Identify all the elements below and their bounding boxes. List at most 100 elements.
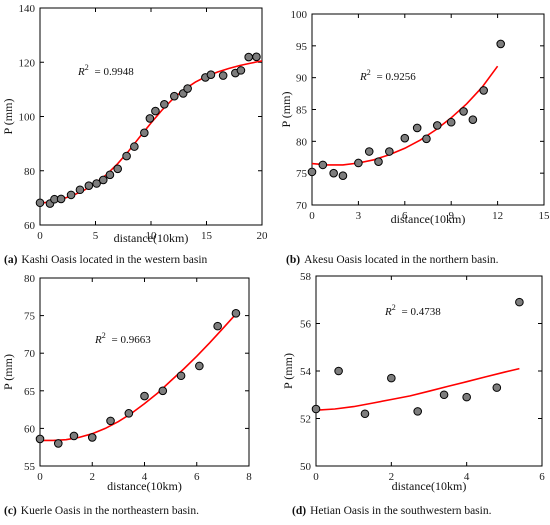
annotation-value: = 0.4738 [399,306,441,318]
data-point [66,190,76,200]
annotation-prefix: R [359,71,367,83]
y-tick-label: 140 [19,3,36,15]
data-point [459,107,468,116]
r-squared-annotation: R2 = 0.4738 [384,303,441,318]
chart-panel-2: 0 3 6 9 12 15 70 75 80 85 90 95 100 distance(10km) P (… [279,9,550,266]
data-point [195,361,204,371]
data-point [75,185,85,195]
annotation-value: = 0.9256 [374,71,416,83]
data-point [98,175,108,185]
annotation-prefix: R [384,306,392,318]
annotation-value: = 0.9663 [109,334,151,346]
data-point [84,181,94,190]
data-point [515,297,524,307]
data-point [124,409,134,418]
data-point [145,114,155,123]
panel-caption-label: (b) [286,254,300,266]
x-tick-label: 2 [90,471,96,483]
data-point [354,158,363,168]
y-tick-label: 70 [24,348,36,360]
r-squared-annotation: R2 = 0.9948 [77,63,134,78]
panel-caption-text: Akesu Oasis located in the northern basi… [304,254,499,266]
panel-caption-label: (a) [4,254,18,266]
data-point [140,128,149,138]
annotation-prefix: R [94,334,102,346]
fit-curve [39,60,263,205]
x-tick-label: 6 [402,210,408,222]
y-tick-label: 80 [296,136,308,148]
data-point [307,167,317,177]
x-tick-label: 4 [464,471,470,483]
r-squared-annotation: R2 = 0.9256 [359,68,416,83]
x-tick-label: 0 [37,471,43,483]
y-tick-label: 80 [24,273,36,285]
y-tick-label: 50 [300,461,312,473]
annotation-exponent: 2 [102,331,106,340]
fit-curve [311,65,499,166]
data-point [35,198,45,208]
x-tick-label: 0 [37,230,43,242]
data-point [318,160,328,170]
y-tick-label: 54 [300,366,312,378]
data-point [432,121,442,130]
data-point [106,416,115,426]
panel-caption: (b) Akesu Oasis located in the northern b… [286,254,499,266]
data-point [468,115,478,124]
y-tick-label: 56 [300,319,312,331]
data-point [213,321,222,331]
x-tick-label: 3 [356,210,362,222]
chart-panel-1: 0 5 10 15 20 60 80 100 120 140 distance(10km) P (mm… [1,3,268,266]
data-point [462,392,471,402]
data-point [479,86,488,95]
data-point [244,52,253,62]
data-point [113,164,122,174]
y-tick-label: 75 [24,311,36,323]
data-point [374,157,383,167]
y-tick-label: 65 [24,386,36,398]
data-point [252,52,261,62]
data-point [311,404,321,414]
data-point [56,194,66,204]
x-tick-label: 12 [492,210,503,222]
plot-frame [311,13,545,206]
x-tick-label: 0 [313,471,319,483]
x-axis-label: distance(10km) [391,212,466,226]
x-tick-label: 0 [309,210,315,222]
plot-frame [315,275,543,467]
data-point [412,123,422,133]
y-tick-label: 58 [300,271,312,283]
annotation-exponent: 2 [367,68,371,77]
data-point [218,71,228,80]
x-axis-label: distance(10km) [107,479,182,493]
data-point [387,373,396,383]
x-tick-label: 5 [93,230,99,242]
x-tick-label: 15 [539,210,550,222]
data-point [170,91,179,101]
y-tick-label: 60 [24,220,36,232]
data-point [446,117,456,127]
data-point [92,179,101,188]
y-tick-label: 95 [296,41,308,53]
data-point [334,366,343,376]
x-tick-label: 6 [194,471,200,483]
annotation-exponent: 2 [85,63,89,72]
x-tick-label: 6 [539,471,545,483]
annotation-exponent: 2 [392,303,396,312]
x-tick-label: 9 [448,210,454,222]
y-tick-label: 100 [19,112,36,124]
data-point [385,147,394,156]
data-point [338,171,348,181]
y-tick-label: 52 [300,414,311,426]
data-point [158,386,168,396]
r-squared-annotation: R2 = 0.9663 [94,331,151,346]
y-axis-label: P (mm) [1,99,15,135]
data-point [140,391,149,401]
annotation-prefix: R [77,66,85,78]
data-point [439,390,449,400]
x-tick-label: 4 [142,471,148,483]
data-point [87,433,97,442]
x-axis-label: distance(10km) [392,479,467,493]
data-point [422,134,431,144]
data-point [183,84,192,93]
